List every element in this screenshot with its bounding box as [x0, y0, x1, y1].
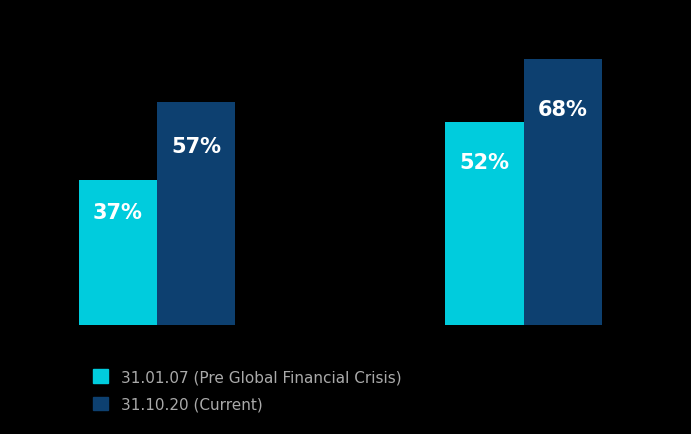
Bar: [157, 103, 235, 326]
Bar: [79, 181, 157, 326]
Text: 52%: 52%: [460, 153, 509, 173]
Text: 37%: 37%: [93, 203, 142, 223]
Text: 68%: 68%: [538, 100, 587, 120]
Bar: [524, 60, 602, 326]
Legend: 31.01.07 (Pre Global Financial Crisis), 31.10.20 (Current): 31.01.07 (Pre Global Financial Crisis), …: [93, 369, 401, 411]
Text: 57%: 57%: [171, 136, 221, 156]
Bar: [445, 122, 524, 326]
